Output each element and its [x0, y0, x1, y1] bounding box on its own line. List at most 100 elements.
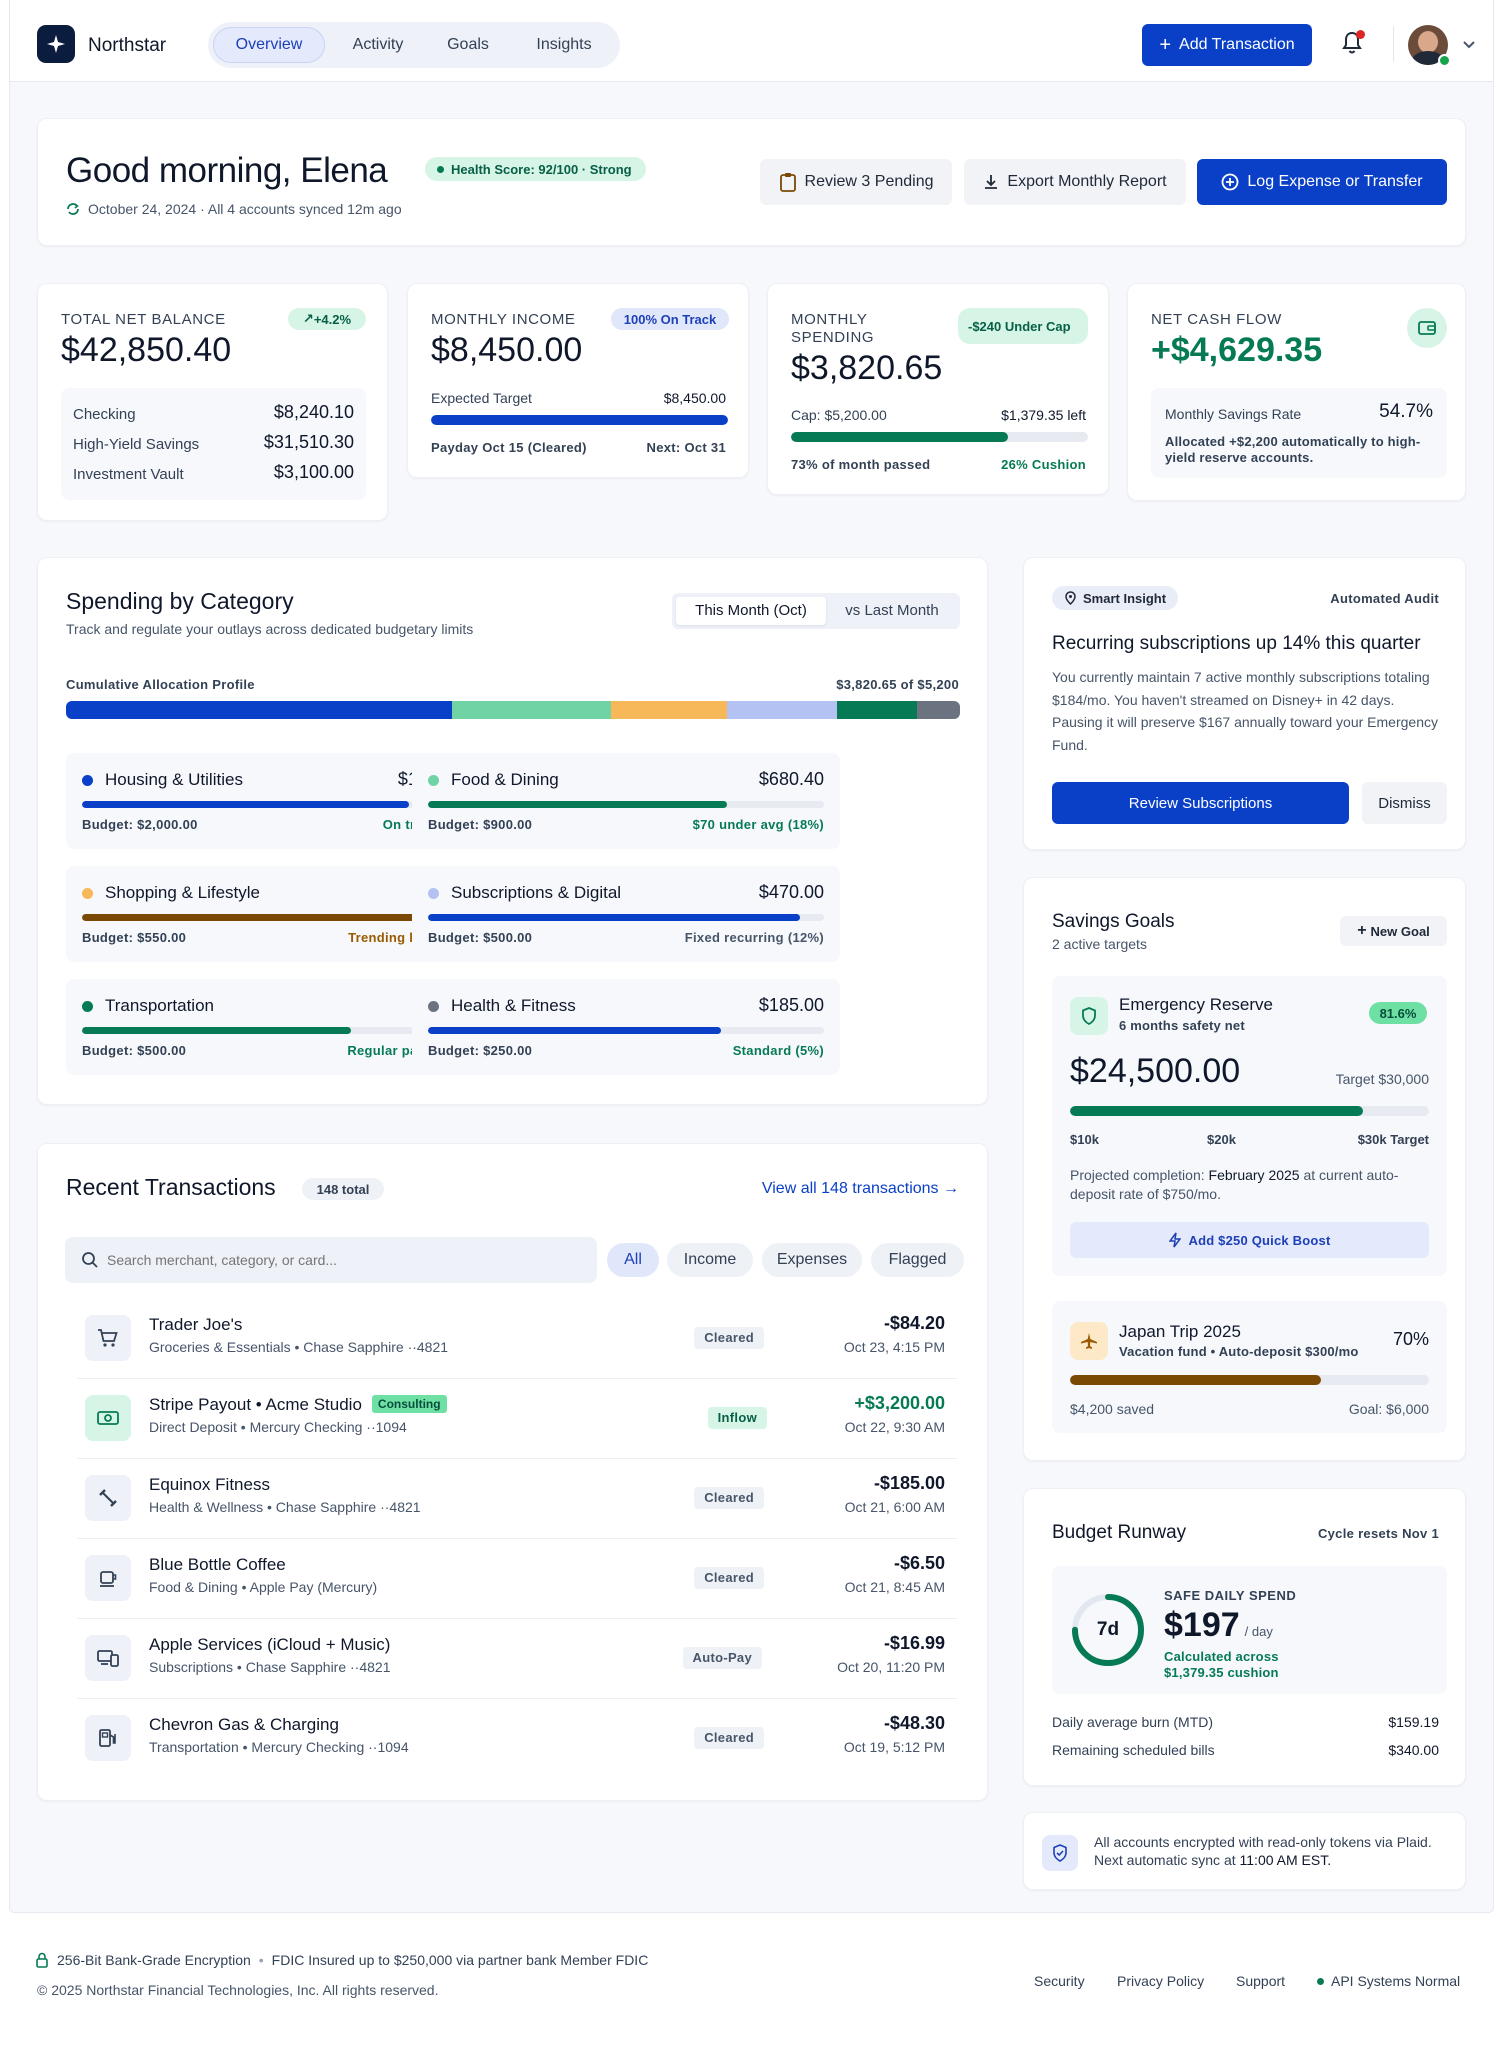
income-value: $8,450.00	[431, 331, 583, 369]
category-budget: Budget: $900.00	[428, 817, 533, 832]
transaction-amount: -$48.30	[883, 1713, 945, 1733]
footer-link-support[interactable]: Support	[1236, 1973, 1286, 1989]
lock-icon	[36, 1952, 48, 1968]
transaction-row[interactable]: Chevron Gas & Charging Transportation • M…	[77, 1699, 957, 1779]
clipboard-icon	[779, 173, 796, 192]
net-balance-label: Total Net Balance	[61, 311, 226, 328]
export-report-button[interactable]: Export Monthly Report	[964, 159, 1186, 205]
tick-label: $10k	[1070, 1132, 1099, 1147]
transaction-amount: +$3,200.00	[854, 1393, 945, 1413]
filter-expenses[interactable]: Expenses	[762, 1243, 862, 1277]
log-expense-button[interactable]: Log Expense or Transfer	[1197, 159, 1447, 205]
transaction-row[interactable]: Stripe Payout • Acme Studio Consulting Dir…	[77, 1379, 957, 1459]
category-item[interactable]: Subscriptions & Digital $470.00 Budget: $5…	[412, 866, 840, 962]
tab-insights[interactable]: Insights	[536, 36, 592, 53]
emergency-projection: Projected completion: February 2025 at c…	[1070, 1166, 1435, 1204]
spending-category-subtitle: Track and regulate your outlays across d…	[66, 621, 474, 637]
transaction-row[interactable]: Apple Services (iCloud + Music) Subscript…	[77, 1619, 957, 1699]
monthly-income-card: Monthly Income 100% On Track $8,450.00 E…	[407, 283, 749, 478]
add-transaction-button[interactable]: + Add Transaction	[1142, 24, 1312, 66]
tab-goals[interactable]: Goals	[447, 36, 489, 53]
footer-fdic: FDIC Insured up to $250,000 via partner …	[271, 1952, 649, 1968]
review-subscriptions-button[interactable]: Review Subscriptions	[1052, 782, 1349, 824]
view-all-link[interactable]: View all 148 transactions →	[761, 1180, 959, 1197]
category-progress-bar	[428, 1027, 824, 1034]
review-pending-button[interactable]: Review 3 Pending	[760, 159, 952, 205]
footer-link-security[interactable]: Security	[1034, 1973, 1085, 1989]
transaction-amount: -$84.20	[883, 1313, 945, 1333]
transaction-merchant-name: Stripe Payout • Acme Studio	[149, 1395, 362, 1414]
japan-sub: Vacation fund • Auto-deposit $300/mo	[1119, 1344, 1359, 1359]
japan-name: Japan Trip 2025	[1119, 1322, 1241, 1341]
category-name: Subscriptions & Digital	[451, 883, 622, 902]
net-balance-change-badge: ↗ +4.2%	[288, 308, 366, 330]
runway-row-label: Remaining scheduled bills	[1052, 1742, 1215, 1758]
transaction-date: Oct 21, 6:00 AM	[844, 1499, 945, 1515]
avatar[interactable]	[1408, 25, 1448, 65]
allocation-segment	[837, 701, 917, 719]
projection-post: at current auto-deposit rate of $750/mo.	[1070, 1167, 1399, 1202]
category-progress-fill	[428, 914, 801, 921]
tick-label: $30k Target	[1357, 1132, 1429, 1147]
footer-copyright: © 2025 Northstar Financial Technologies,…	[37, 1982, 439, 1998]
category-progress-fill	[82, 1027, 352, 1034]
transaction-merchant-name: Equinox Fitness	[149, 1475, 270, 1494]
sync-status-text: October 24, 2024 · All 4 accounts synced…	[88, 201, 402, 217]
emergency-target: Target $30,000	[1335, 1071, 1429, 1087]
transaction-merchant-name: Chevron Gas & Charging	[149, 1715, 339, 1734]
tab-overview[interactable]: Overview	[213, 27, 325, 63]
transaction-row[interactable]: Trader Joe's Groceries & Essentials • Cha…	[77, 1299, 957, 1379]
transaction-tag: Consulting	[371, 1395, 447, 1413]
savings-rate-label: Monthly Savings Rate	[1165, 406, 1302, 422]
footer-link-privacy[interactable]: Privacy Policy	[1117, 1973, 1205, 1989]
top-header: Northstar Overview Activity Goals Insigh…	[10, 0, 1493, 82]
category-item[interactable]: Health & Fitness $185.00 Budget: $250.00 St…	[412, 979, 840, 1075]
dismiss-button[interactable]: Dismiss	[1362, 782, 1447, 824]
automated-audit-tag: Automated Audit	[1330, 591, 1439, 606]
toggle-last-month[interactable]: vs Last Month	[845, 602, 939, 619]
projection-pre: Projected completion:	[1070, 1167, 1209, 1183]
category-dot	[428, 775, 439, 786]
runway-days: 7d	[1096, 1619, 1120, 1640]
emergency-reserve-goal: Emergency Reserve 6 months safety net 81…	[1052, 976, 1447, 1276]
greeting-card: Good morning, Elena Health Score: 92/100…	[37, 118, 1466, 246]
category-item[interactable]: Food & Dining $680.40 Budget: $900.00 $70 u…	[412, 753, 840, 849]
savings-goals-subtitle: 2 active targets	[1052, 936, 1147, 952]
account-amount: $31,510.30	[263, 432, 354, 452]
transaction-detail: Groceries & Essentials • Chase Sapphire …	[149, 1339, 449, 1355]
chevron-down-icon[interactable]	[1462, 40, 1476, 50]
filter-all[interactable]: All	[607, 1243, 659, 1277]
category-dot	[82, 1001, 93, 1012]
transaction-search[interactable]	[65, 1237, 597, 1283]
filter-income[interactable]: Income	[667, 1243, 753, 1277]
savings-rate-box: Monthly Savings Rate 54.7% Allocated +$2…	[1151, 388, 1447, 478]
filter-flagged[interactable]: Flagged	[871, 1243, 964, 1277]
insight-body: You currently maintain 7 active monthly …	[1052, 669, 1438, 753]
api-status: API Systems Normal	[1317, 1973, 1460, 1989]
category-progress-bar	[82, 1027, 478, 1034]
notifications-button[interactable]	[1340, 30, 1368, 60]
category-progress-fill	[428, 801, 728, 808]
download-icon	[985, 175, 998, 189]
transaction-row[interactable]: Equinox Fitness Health & Wellness • Chase…	[77, 1459, 957, 1539]
plus-circle-icon	[1221, 173, 1239, 191]
wallet-icon	[1407, 308, 1447, 348]
transaction-merchant: Trader Joe's	[149, 1315, 242, 1335]
toggle-this-month[interactable]: This Month (Oct)	[676, 597, 826, 625]
northstar-logo[interactable]	[37, 25, 75, 63]
pin-icon	[1065, 591, 1076, 605]
new-goal-button[interactable]: + New Goal	[1340, 916, 1447, 946]
coffee-icon	[85, 1555, 131, 1601]
category-name: Housing & Utilities	[105, 770, 243, 789]
savings-goals-title: Savings Goals	[1052, 911, 1175, 932]
transaction-merchant: Stripe Payout • Acme Studio Consulting	[149, 1395, 447, 1415]
greeting-title: Good morning, Elena	[66, 151, 388, 190]
quick-boost-button[interactable]: Add $250 Quick Boost	[1070, 1222, 1429, 1258]
transaction-row[interactable]: Blue Bottle Coffee Food & Dining • Apple …	[77, 1539, 957, 1619]
net-balance-value: $42,850.40	[61, 331, 232, 369]
spending-cap: Cap: $5,200.00	[791, 407, 887, 423]
income-label: Monthly Income	[431, 311, 576, 328]
tab-activity[interactable]: Activity	[352, 36, 404, 53]
category-name: Food & Dining	[451, 770, 559, 789]
search-input[interactable]	[107, 1245, 577, 1275]
